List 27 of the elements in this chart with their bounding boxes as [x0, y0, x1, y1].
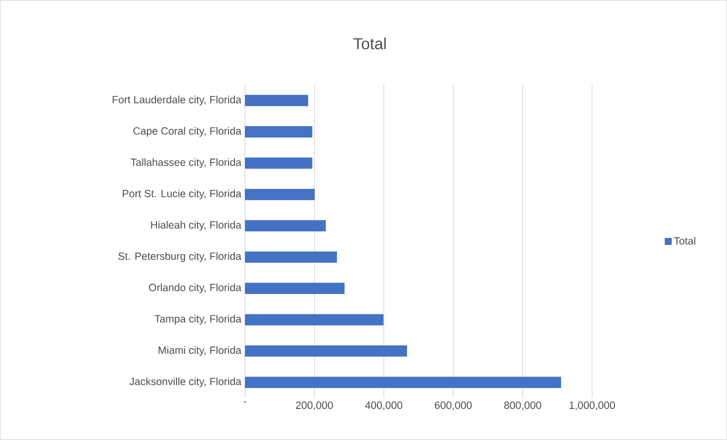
- bar: [244, 126, 312, 138]
- y-tick-label: Hialeah city, Florida: [151, 220, 242, 231]
- y-tick-label: Jacksonville city, Florida: [130, 378, 242, 388]
- bar: [244, 158, 312, 169]
- chart-title: Total: [353, 38, 386, 50]
- y-tick-label: St. Petersburg city, Florida: [118, 252, 242, 262]
- bar: [244, 252, 337, 263]
- bar: [244, 282, 345, 294]
- legend-label: Total: [674, 236, 696, 245]
- y-tick-label: Cape Coral city, Florida: [133, 127, 242, 137]
- x-tick-label: 800,000: [504, 402, 542, 410]
- y-tick-label: Orlando city, Florida: [149, 284, 242, 294]
- y-tick-label: Tampa city, Florida: [154, 314, 242, 325]
- y-tick-label: Port St. Lucie city, Florida: [122, 190, 242, 200]
- bar: [244, 345, 408, 357]
- bar: [244, 94, 308, 106]
- y-tick-label: Miami city, Florida: [158, 346, 242, 356]
- y-tick-label: Tallahassee city, Florida: [130, 158, 242, 168]
- x-tick-label: 1,000,000: [570, 402, 615, 410]
- y-tick-label: Fort Lauderdale city, Florida: [112, 96, 242, 106]
- bar: [244, 220, 326, 232]
- x-tick-label: 600,000: [434, 402, 472, 410]
- bar: [244, 376, 562, 388]
- bar: [244, 188, 315, 200]
- x-tick-label: 400,000: [365, 402, 402, 410]
- bar: [244, 314, 384, 326]
- x-tick-label: 200,000: [296, 402, 333, 410]
